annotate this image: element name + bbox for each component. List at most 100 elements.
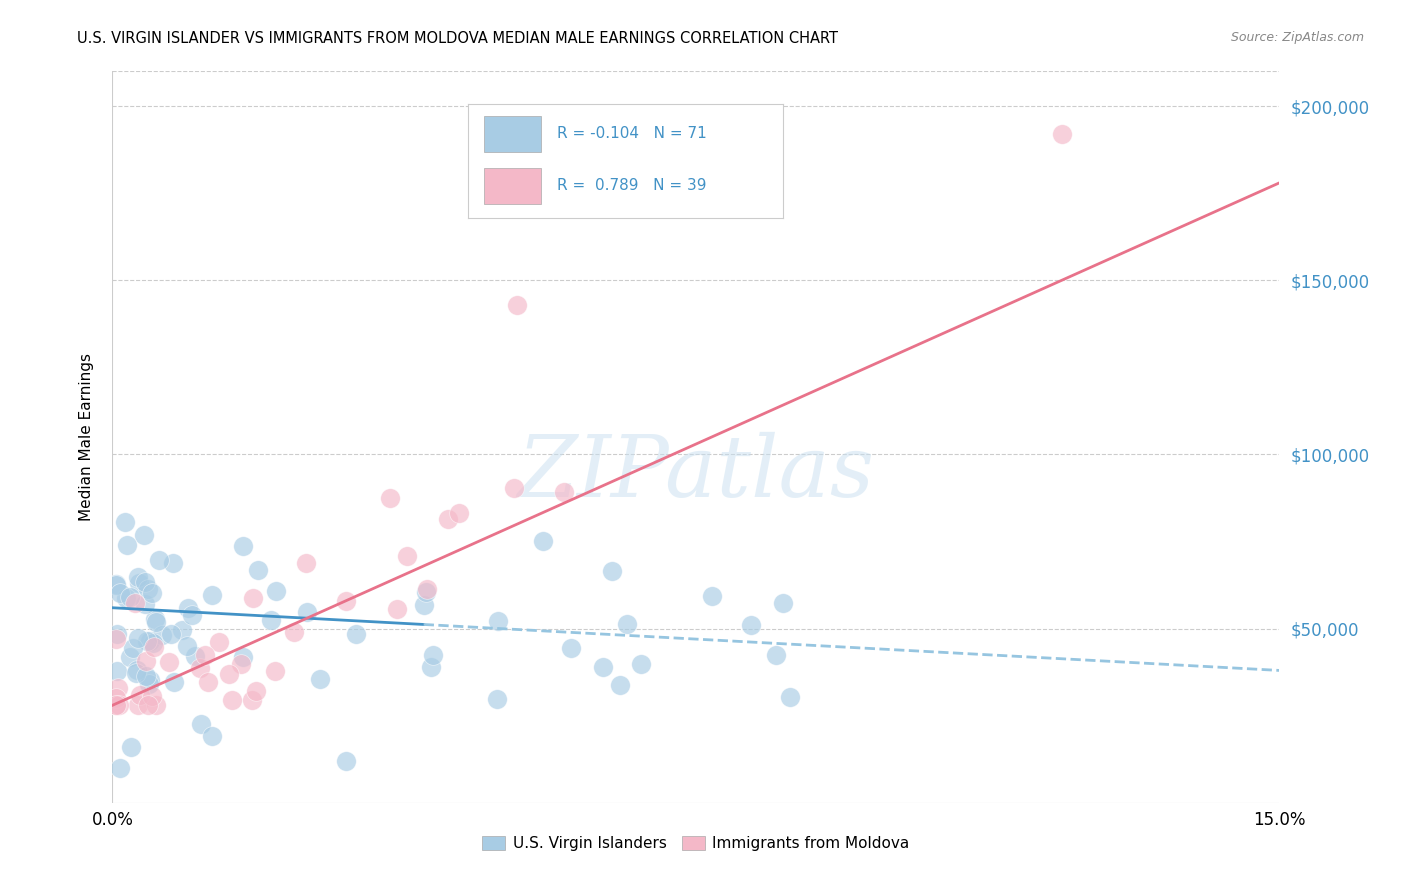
Point xyxy=(486,615,509,629)
Point xyxy=(105,698,128,713)
Point xyxy=(184,648,207,663)
Point xyxy=(176,639,198,653)
Point xyxy=(630,657,652,671)
Point xyxy=(221,693,243,707)
Point xyxy=(129,689,152,703)
Point xyxy=(188,661,211,675)
Point xyxy=(181,608,204,623)
Point xyxy=(120,590,142,604)
Point xyxy=(486,691,509,706)
Point xyxy=(139,634,162,648)
Point xyxy=(118,650,141,665)
Point xyxy=(105,578,128,592)
Point xyxy=(148,553,170,567)
Point xyxy=(127,698,149,713)
Point xyxy=(114,591,136,605)
Point xyxy=(105,627,128,641)
Point xyxy=(245,683,267,698)
Point xyxy=(120,739,142,754)
Point xyxy=(107,681,129,695)
Point xyxy=(553,484,575,499)
Point xyxy=(531,533,554,548)
Point xyxy=(447,506,470,520)
Point xyxy=(247,564,270,578)
Point xyxy=(134,597,156,611)
Point xyxy=(132,527,155,541)
Point xyxy=(152,628,174,642)
Point xyxy=(560,641,582,656)
Point xyxy=(437,512,460,526)
Point xyxy=(344,627,367,641)
Point xyxy=(1050,127,1073,141)
Point xyxy=(396,549,419,564)
Point xyxy=(506,298,529,312)
Point xyxy=(145,615,167,630)
Point xyxy=(190,717,212,731)
Point xyxy=(162,556,184,570)
Point xyxy=(143,612,166,626)
Point xyxy=(177,601,200,615)
Point xyxy=(107,698,129,713)
Point xyxy=(295,605,318,619)
Point xyxy=(114,515,136,529)
Point xyxy=(208,635,231,649)
Point xyxy=(201,589,224,603)
Point xyxy=(134,575,156,590)
Point xyxy=(139,673,162,687)
Point xyxy=(135,654,157,668)
Point xyxy=(422,648,444,662)
Text: Source: ZipAtlas.com: Source: ZipAtlas.com xyxy=(1230,31,1364,45)
Point xyxy=(702,590,724,604)
Point xyxy=(309,672,332,686)
Point xyxy=(592,659,614,673)
Point xyxy=(159,627,181,641)
Point xyxy=(127,663,149,677)
Text: U.S. VIRGIN ISLANDER VS IMMIGRANTS FROM MOLDOVA MEDIAN MALE EARNINGS CORRELATION: U.S. VIRGIN ISLANDER VS IMMIGRANTS FROM … xyxy=(77,31,838,46)
Point xyxy=(110,761,132,775)
Point xyxy=(142,640,165,654)
Point xyxy=(124,596,146,610)
Point xyxy=(413,598,436,612)
Legend: U.S. Virgin Islanders, Immigrants from Moldova: U.S. Virgin Islanders, Immigrants from M… xyxy=(477,830,915,857)
Point xyxy=(138,677,160,691)
Point xyxy=(145,698,167,713)
Point xyxy=(765,648,787,662)
Point xyxy=(142,636,165,650)
Point xyxy=(105,691,128,706)
Point xyxy=(218,666,240,681)
Point xyxy=(380,491,402,505)
Point xyxy=(127,632,149,646)
Point xyxy=(127,570,149,584)
Point xyxy=(128,575,150,590)
Point xyxy=(335,754,357,768)
Point xyxy=(141,586,163,600)
Point xyxy=(105,577,128,591)
Point xyxy=(416,582,439,596)
Point xyxy=(172,624,194,638)
Point xyxy=(194,648,217,662)
Point xyxy=(200,729,222,743)
Point xyxy=(229,657,252,672)
Point xyxy=(232,539,254,553)
Point xyxy=(135,668,157,682)
Point xyxy=(157,655,180,669)
Point xyxy=(609,678,631,692)
Point xyxy=(105,698,128,713)
Point xyxy=(105,632,128,647)
Point xyxy=(141,689,163,703)
Point xyxy=(105,665,128,679)
Point xyxy=(115,538,138,552)
Point xyxy=(232,649,254,664)
Y-axis label: Median Male Earnings: Median Male Earnings xyxy=(79,353,94,521)
Point xyxy=(294,556,316,570)
Point xyxy=(283,624,305,639)
Point xyxy=(419,660,441,674)
Point xyxy=(263,665,285,679)
Point xyxy=(415,585,437,599)
Point xyxy=(125,666,148,681)
Point xyxy=(502,481,524,495)
Point xyxy=(136,582,159,596)
Point xyxy=(163,675,186,690)
Point xyxy=(138,698,160,713)
Point xyxy=(197,674,219,689)
